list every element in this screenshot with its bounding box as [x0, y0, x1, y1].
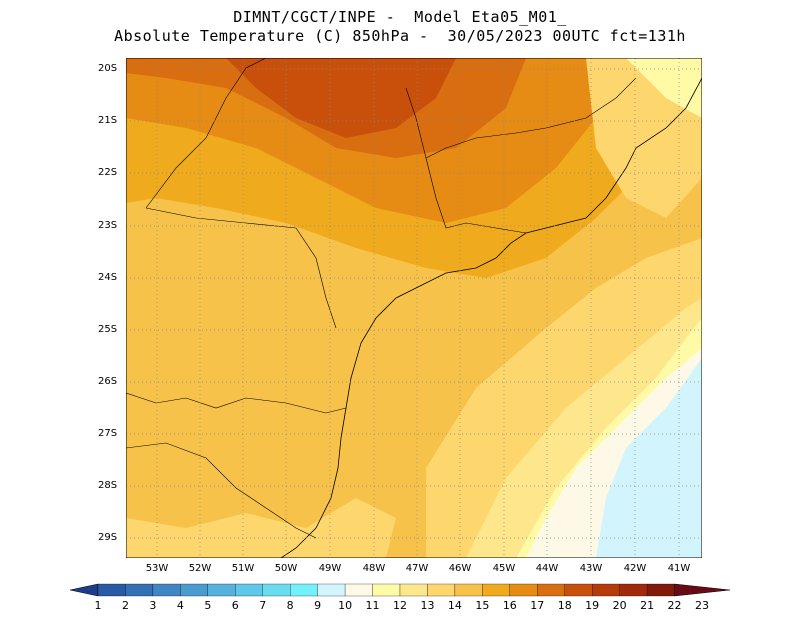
- colorbar-label: 17: [530, 599, 545, 612]
- colorbar-label: 19: [585, 599, 600, 612]
- colorbar-cell: [262, 583, 291, 597]
- lat-label: 26S: [98, 376, 118, 387]
- colorbar-cell: [564, 583, 593, 597]
- colorbar-cell: [646, 583, 675, 597]
- colorbar-cell: [537, 583, 565, 597]
- colorbar-cell: [509, 583, 538, 597]
- lon-label: 42W: [623, 563, 647, 574]
- lat-label: 27S: [98, 428, 118, 439]
- colorbar-cell: [125, 583, 154, 597]
- colorbar-cell: [207, 583, 236, 597]
- colorbar-label: 23: [695, 599, 709, 612]
- colorbar-cell: [70, 583, 99, 597]
- field-14c-south: [126, 498, 396, 558]
- lat-label: 24S: [98, 272, 118, 283]
- lat-label: 28S: [98, 480, 118, 491]
- lat-label: 29S: [98, 532, 118, 543]
- colorbar-cell: [454, 583, 483, 597]
- lat-label: 21S: [98, 115, 118, 126]
- colorbar-cell: [399, 583, 428, 597]
- colorbar-label: 13: [420, 599, 435, 612]
- temperature-map: [126, 58, 702, 558]
- colorbar-cell: [482, 583, 510, 597]
- lon-label: 49W: [318, 563, 342, 574]
- colorbar-label: 5: [204, 599, 212, 612]
- grid: [126, 58, 702, 558]
- colorbar-label: 20: [612, 599, 627, 612]
- colorbar: [70, 583, 730, 597]
- lon-label: 53W: [145, 563, 169, 574]
- lon-label: 41W: [667, 563, 691, 574]
- colorbar-label: 1: [94, 599, 102, 612]
- lat-label: 20S: [98, 63, 118, 74]
- colorbar-cell: [619, 583, 648, 597]
- colorbar-cell: [152, 583, 181, 597]
- lat-label: 23S: [98, 220, 118, 231]
- lon-label: 43W: [579, 563, 603, 574]
- colorbar-label: 9: [314, 599, 322, 612]
- lat-label: 25S: [98, 324, 118, 335]
- state-border-5: [405, 87, 527, 234]
- colorbar-label: 21: [640, 599, 655, 612]
- lon-label: 52W: [188, 563, 212, 574]
- colorbar-cell: [674, 583, 730, 597]
- colorbar-cell: [344, 583, 373, 597]
- colorbar-cell: [372, 583, 401, 597]
- colorbar-cell: [427, 583, 456, 597]
- field-12c-ne: [626, 58, 702, 118]
- colorbar-label: 15: [475, 599, 490, 612]
- lon-label: 48W: [362, 563, 386, 574]
- colorbar-label: 4: [176, 599, 184, 612]
- lon-label: 50W: [274, 563, 298, 574]
- field-10c-east: [596, 358, 702, 558]
- colorbar-label: 2: [121, 599, 129, 612]
- state-border-6: [425, 77, 637, 159]
- colorbar-label: 12: [393, 599, 407, 612]
- colorbar-cell: [592, 583, 620, 597]
- colorbar-label: 7: [259, 599, 267, 612]
- colorbar-cell: [180, 583, 208, 597]
- colorbar-label: 14: [447, 599, 462, 612]
- colorbar-cell: [97, 583, 126, 597]
- state-border-4: [145, 207, 337, 329]
- chart-title-line1: DIMNT/CGCT/INPE - Model Eta05_M01_: [233, 8, 567, 26]
- colorbar-label: 18: [557, 599, 572, 612]
- colorbar-label: 22: [667, 599, 682, 612]
- colorbar-label: 6: [231, 599, 239, 612]
- colorbar-cell: [235, 583, 263, 597]
- field-19c: [226, 58, 456, 138]
- colorbar-label: 8: [286, 599, 294, 612]
- lon-label: 51W: [231, 563, 255, 574]
- lon-label: 45W: [492, 563, 516, 574]
- colorbar-cell: [290, 583, 318, 597]
- lon-label: 47W: [405, 563, 429, 574]
- state-border-1: [126, 392, 347, 414]
- state-border-3: [145, 58, 267, 209]
- lon-label: 46W: [448, 563, 472, 574]
- colorbar-label: 3: [149, 599, 157, 612]
- state-border-2: [126, 442, 317, 539]
- colorbar-cell: [317, 583, 346, 597]
- colorbar-label: 10: [338, 599, 353, 612]
- lat-label: 22S: [98, 167, 118, 178]
- lon-label: 44W: [535, 563, 559, 574]
- chart-title-line2: Absolute Temperature (C) 850hPa - 30/05/…: [114, 27, 686, 45]
- colorbar-label: 11: [365, 599, 380, 612]
- colorbar-label: 16: [502, 599, 517, 612]
